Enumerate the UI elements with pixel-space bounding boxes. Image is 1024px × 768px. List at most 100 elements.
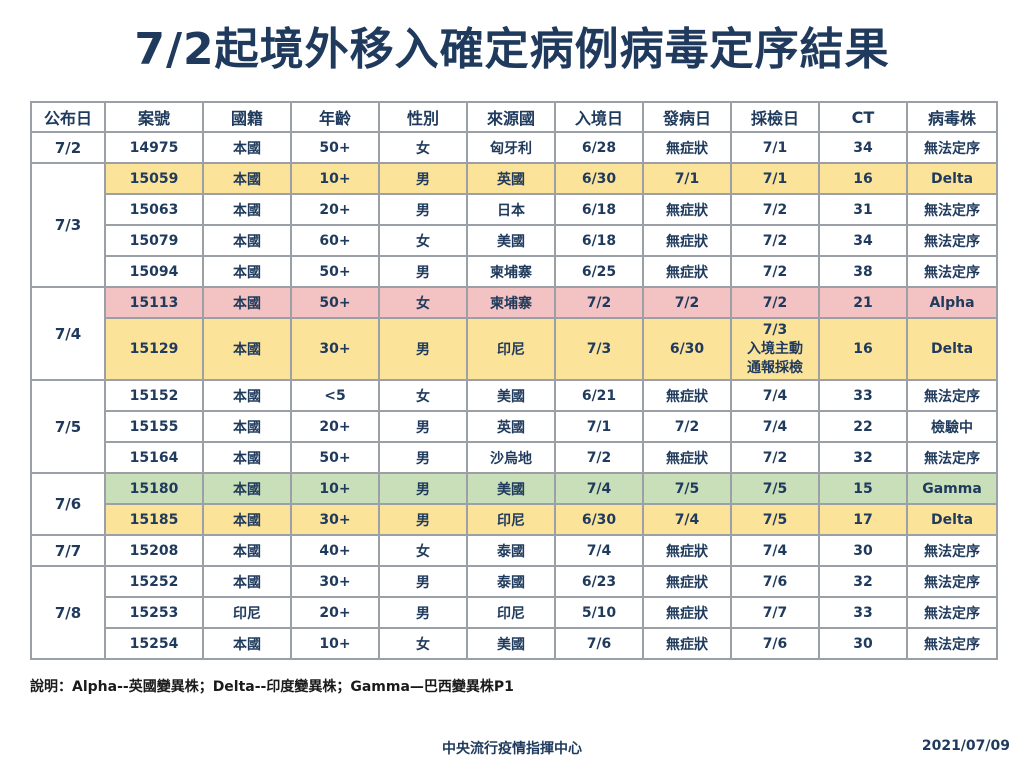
cell-strain: 無法定序 — [906, 534, 998, 567]
cell-strain: 無法定序 — [906, 565, 998, 598]
cell-case-number: 15155 — [104, 410, 204, 443]
table-row: 15094 本國 50+ 男柬埔寨 6/25 無症狀 7/2 38 無法定序 — [31, 255, 998, 288]
cell-ct: 34 — [818, 224, 908, 257]
cell-sample-date: 7/1 — [730, 162, 820, 195]
cell-nationality: 印尼 — [202, 596, 292, 629]
cell-nationality: 本國 — [202, 224, 292, 257]
cell-onset-date: 7/2 — [642, 410, 732, 443]
cell-age: 50+ — [290, 286, 380, 319]
header-nationality: 國籍 — [202, 101, 292, 133]
table-row: 15254 本國 10+ 女美國 7/6 無症狀 7/6 30 無法定序 — [31, 627, 998, 660]
cell-case-number: 15180 — [104, 472, 204, 505]
cell-sex: 男 — [378, 410, 468, 443]
cell-case-number: 15113 — [104, 286, 204, 319]
cell-sex: 女 — [378, 379, 468, 412]
header-case-number: 案號 — [104, 101, 204, 133]
table-row: 15155 本國 20+ 男英國 7/1 7/2 7/4 22 檢驗中 — [31, 410, 998, 443]
cell-entry-date: 7/4 — [554, 472, 644, 505]
cell-nationality: 本國 — [202, 565, 292, 598]
cell-ct: 38 — [818, 255, 908, 288]
cell-age: 10+ — [290, 162, 380, 195]
cell-case-number: 15094 — [104, 255, 204, 288]
cell-sex: 男 — [378, 162, 468, 195]
cell-sex: 女 — [378, 627, 468, 660]
cell-case-number: 15252 — [104, 565, 204, 598]
cell-case-number: 15185 — [104, 503, 204, 536]
cell-onset-date: 無症狀 — [642, 627, 732, 660]
cell-source-country: 泰國 — [466, 565, 556, 598]
cell-age: 50+ — [290, 131, 380, 164]
cell-strain: Delta — [906, 317, 998, 381]
cell-sample-date-line: 入境主動 — [747, 340, 803, 357]
cell-sample-date: 7/4 — [730, 379, 820, 412]
cell-age: 10+ — [290, 472, 380, 505]
cell-ct: 31 — [818, 193, 908, 226]
cell-onset-date: 無症狀 — [642, 596, 732, 629]
header-source-country: 來源國 — [466, 101, 556, 133]
header-strain: 病毒株 — [906, 101, 998, 133]
cell-sex: 女 — [378, 224, 468, 257]
cell-sample-date: 7/2 — [730, 255, 820, 288]
cell-ct: 15 — [818, 472, 908, 505]
cell-age: 20+ — [290, 596, 380, 629]
cell-sex: 男 — [378, 503, 468, 536]
cell-ct: 32 — [818, 565, 908, 598]
cell-onset-date: 7/1 — [642, 162, 732, 195]
cell-entry-date: 7/1 — [554, 410, 644, 443]
cell-sample-date: 7/7 — [730, 596, 820, 629]
cell-age: 20+ — [290, 410, 380, 443]
cell-publish-date: 7/6 — [30, 472, 106, 536]
cell-case-number: 15254 — [104, 627, 204, 660]
cell-nationality: 本國 — [202, 255, 292, 288]
cell-age: <5 — [290, 379, 380, 412]
cell-sex: 男 — [378, 565, 468, 598]
cell-source-country: 美國 — [466, 379, 556, 412]
header-entry-date: 入境日 — [554, 101, 644, 133]
cell-onset-date: 7/5 — [642, 472, 732, 505]
cell-strain: Alpha — [906, 286, 998, 319]
cell-age: 30+ — [290, 503, 380, 536]
cell-publish-date: 7/5 — [30, 379, 106, 474]
cell-sex: 男 — [378, 193, 468, 226]
cell-age: 60+ — [290, 224, 380, 257]
cell-source-country: 印尼 — [466, 317, 556, 381]
cell-nationality: 本國 — [202, 193, 292, 226]
cell-publish-date: 7/2 — [30, 131, 106, 164]
cell-nationality: 本國 — [202, 317, 292, 381]
cell-case-number: 14975 — [104, 131, 204, 164]
cell-onset-date: 7/4 — [642, 503, 732, 536]
cell-onset-date: 無症狀 — [642, 131, 732, 164]
cell-sex: 女 — [378, 131, 468, 164]
cell-sample-date-line: 通報採檢 — [747, 359, 803, 376]
cell-entry-date: 6/18 — [554, 193, 644, 226]
cell-source-country: 泰國 — [466, 534, 556, 567]
cell-entry-date: 7/2 — [554, 441, 644, 474]
cell-sample-date: 7/1 — [730, 131, 820, 164]
table-row: 15253 印尼 20+ 男印尼 5/10 無症狀 7/7 33 無法定序 — [31, 596, 998, 629]
cell-entry-date: 6/25 — [554, 255, 644, 288]
cell-source-country: 印尼 — [466, 596, 556, 629]
cell-entry-date: 6/23 — [554, 565, 644, 598]
cell-publish-date: 7/3 — [30, 162, 106, 288]
cell-strain: 無法定序 — [906, 441, 998, 474]
table-header-row: 公布日 案號 國籍 年齡 性別 來源國 入境日 發病日 採檢日 CT 病毒株 — [30, 101, 998, 133]
cell-ct: 21 — [818, 286, 908, 319]
cell-ct: 22 — [818, 410, 908, 443]
cell-sex: 男 — [378, 317, 468, 381]
cell-source-country: 沙烏地 — [466, 441, 556, 474]
cell-age: 40+ — [290, 534, 380, 567]
cell-age: 20+ — [290, 193, 380, 226]
cell-case-number: 15129 — [104, 317, 204, 381]
cell-sample-date: 7/4 — [730, 534, 820, 567]
table-body: 7/2 14975 本國 50+ 女匈牙利 6/28 無症狀 7/1 34 無法定序 7/3 1505… — [30, 131, 998, 660]
cell-source-country: 柬埔寨 — [466, 286, 556, 319]
table-row: 15079 本國 60+ 女美國 6/18 無症狀 7/2 34 無法定序 — [31, 224, 998, 257]
cell-sex: 男 — [378, 255, 468, 288]
cell-onset-date: 無症狀 — [642, 379, 732, 412]
cell-strain: 無法定序 — [906, 224, 998, 257]
cell-strain: 無法定序 — [906, 596, 998, 629]
cell-sample-date: 7/5 — [730, 472, 820, 505]
footer-date: 2021/07/09 — [921, 738, 1010, 754]
cell-ct: 30 — [818, 627, 908, 660]
cell-case-number: 15063 — [104, 193, 204, 226]
